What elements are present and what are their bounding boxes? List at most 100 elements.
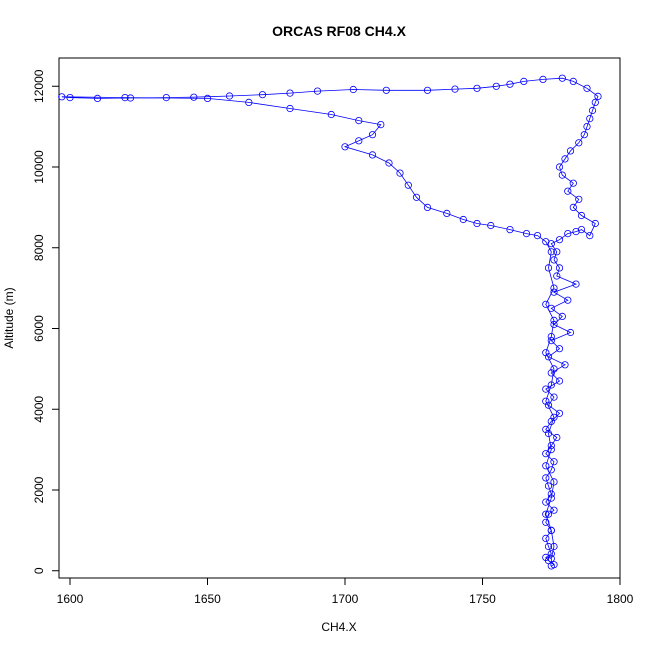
data-point [547, 494, 555, 502]
data-point [550, 542, 558, 551]
data-point [572, 280, 580, 288]
data-point [225, 92, 234, 100]
y-tick-label: 4000 [32, 396, 46, 423]
data-point [569, 77, 577, 86]
data-point [542, 462, 550, 470]
data-point [550, 288, 558, 296]
data-point [569, 203, 577, 211]
data-point [550, 413, 558, 421]
y-axis-label: Altitude (m) [2, 287, 16, 348]
data-point [547, 332, 555, 341]
data-point [580, 131, 588, 139]
data-point [542, 518, 550, 526]
data-point [561, 361, 569, 369]
y-tick-label: 0 [32, 567, 46, 574]
data-point [542, 238, 550, 246]
x-tick-label: 1700 [332, 592, 359, 606]
data-point [544, 353, 553, 361]
data-point [564, 296, 572, 304]
y-tick-label: 8000 [32, 234, 46, 261]
data-point [451, 85, 459, 93]
data-point [459, 215, 467, 224]
data-point [542, 397, 550, 405]
data-point [487, 221, 495, 230]
data-point [258, 91, 267, 99]
data-point [577, 226, 586, 234]
data-point [591, 98, 599, 107]
data-point [382, 86, 390, 94]
data-point [550, 365, 558, 373]
data-point [542, 534, 550, 543]
series-line [61, 77, 599, 567]
data-point [126, 94, 135, 102]
data-point [190, 93, 198, 101]
data-point [547, 466, 555, 474]
data-point [547, 441, 555, 450]
chart-title: ORCAS RF08 CH4.X [272, 23, 406, 39]
data-point [492, 82, 500, 90]
data-point [355, 137, 363, 145]
data-point [547, 381, 555, 389]
data-point [286, 89, 294, 97]
data-point [547, 550, 555, 558]
data-point [542, 425, 550, 433]
x-tick-label: 1600 [57, 592, 84, 606]
plot-frame [58, 57, 621, 579]
data-point [162, 94, 170, 102]
x-tick-label: 1750 [469, 592, 496, 606]
data-point [577, 211, 586, 220]
data-point [506, 80, 514, 88]
data-point [555, 236, 564, 244]
data-point [93, 94, 102, 103]
data-point [368, 151, 377, 159]
x-axis: 1600 1650 1700 1750 1800 [57, 577, 634, 606]
data-point [473, 219, 481, 228]
data-point [550, 506, 558, 514]
data-point [569, 179, 577, 187]
data-point [544, 542, 553, 551]
data-point [542, 300, 550, 308]
plot-area [58, 74, 602, 570]
y-tick-label: 6000 [32, 315, 46, 342]
y-tick-label: 12000 [32, 69, 46, 103]
data-point [566, 328, 575, 337]
data-point [542, 498, 550, 506]
data-point [547, 369, 555, 377]
data-point [423, 86, 432, 94]
data-point [542, 385, 550, 393]
data-point [555, 377, 564, 385]
data-point [385, 159, 393, 167]
data-point [547, 554, 555, 563]
data-point [547, 304, 555, 312]
x-axis-label: CH4.X [321, 620, 356, 634]
data-point [533, 232, 542, 240]
data-point [575, 195, 583, 203]
data-point [542, 349, 550, 357]
data-point [412, 193, 421, 201]
data-point [553, 272, 561, 280]
data-point [555, 264, 564, 272]
data-point [550, 458, 558, 466]
data-point [547, 336, 555, 345]
y-tick-label: 10000 [32, 150, 46, 184]
data-point [558, 171, 566, 179]
data-point [547, 248, 555, 256]
data-point [544, 482, 553, 490]
data-point [355, 117, 363, 125]
data-point [341, 143, 349, 151]
data-point [542, 474, 550, 482]
data-point [473, 84, 481, 92]
data-point [586, 232, 594, 240]
data-point [553, 248, 561, 256]
data-point [555, 345, 564, 353]
data-point [558, 312, 566, 320]
data-point [544, 264, 553, 272]
data-point [594, 92, 602, 101]
data-point [286, 104, 294, 113]
data-point [245, 98, 253, 107]
data-point [550, 284, 558, 292]
data-point [555, 409, 564, 417]
data-point [542, 510, 550, 518]
data-point [561, 155, 569, 163]
data-point [558, 74, 566, 82]
